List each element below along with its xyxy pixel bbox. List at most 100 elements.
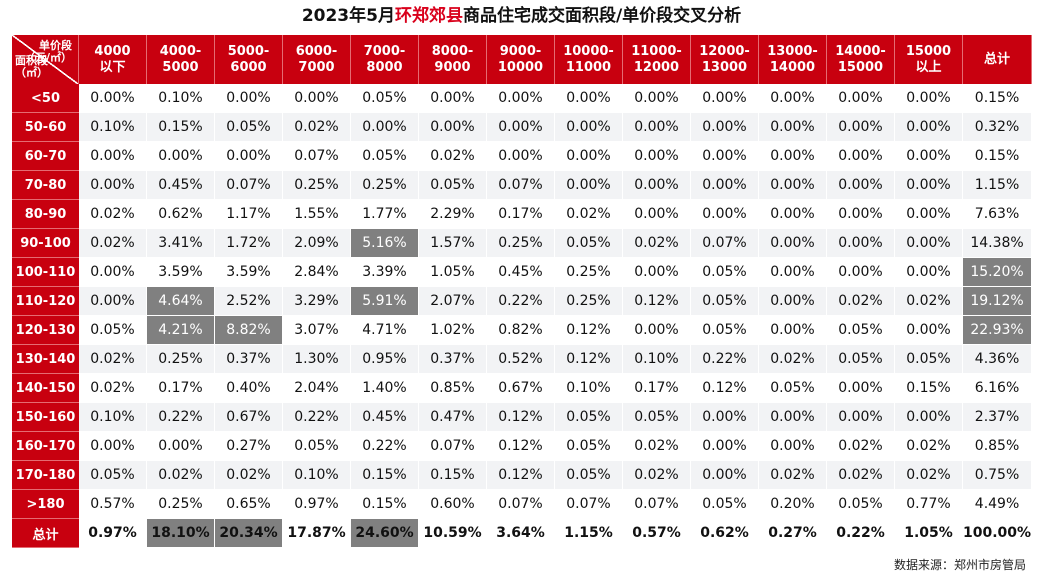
table-cell: 0.02% <box>623 229 691 258</box>
row-header: 70-80 <box>12 171 79 200</box>
table-cell: 0.07% <box>487 490 555 519</box>
table-cell: 0.00% <box>759 142 827 171</box>
table-row: 100-110 0.00% 3.59% 3.59% 2.84% 3.39% 1.05% 0.4… <box>12 258 1033 287</box>
table-cell: 0.05% <box>351 84 419 113</box>
table-cell: 0.00% <box>691 84 759 113</box>
table-cell: 0.47% <box>419 403 487 432</box>
table-cell: 0.00% <box>691 432 759 461</box>
table-cell: 0.00% <box>895 229 963 258</box>
table-cell: 0.57% <box>623 519 691 548</box>
table-cell: 0.00% <box>827 113 895 142</box>
table-cell: 0.05% <box>555 403 623 432</box>
table-cell: 0.00% <box>895 258 963 287</box>
table-cell: 0.00% <box>623 316 691 345</box>
row-header: 50-60 <box>12 113 79 142</box>
table-cell: 4.49% <box>963 490 1033 519</box>
table-cell: 0.00% <box>623 84 691 113</box>
corner-price-unit: （元/㎡） <box>23 51 72 64</box>
corner-area-unit: （㎡） <box>15 66 48 79</box>
table-cell: 3.39% <box>351 258 419 287</box>
table-row: 170-180 0.05% 0.02% 0.02% 0.10% 0.15% 0.15% 0.1… <box>12 461 1033 490</box>
table-row: 110-120 0.00% 4.64% 2.52% 3.29% 5.91% 2.07% 0.2… <box>12 287 1033 316</box>
table-cell: 0.02% <box>895 432 963 461</box>
table-cell: 0.00% <box>691 171 759 200</box>
table-cell: 0.40% <box>215 374 283 403</box>
table-row: 150-160 0.10% 0.22% 0.67% 0.22% 0.45% 0.47% 0.1… <box>12 403 1033 432</box>
table-cell: 0.05% <box>283 432 351 461</box>
column-header: 8000- 9000 <box>419 35 487 84</box>
table-cell: 3.29% <box>283 287 351 316</box>
column-header: 10000- 11000 <box>555 35 623 84</box>
table-cell: 0.05% <box>215 113 283 142</box>
page-title: 2023年5月环郑郊县商品住宅成交面积段/单价段交叉分析 <box>0 0 1043 33</box>
table-cell: 0.10% <box>555 374 623 403</box>
column-header-total: 总计 <box>963 35 1033 84</box>
table-row: >180 0.57% 0.25% 0.65% 0.97% 0.15% 0.60% 0.07% 0… <box>12 490 1033 519</box>
table-cell: 0.67% <box>215 403 283 432</box>
table-cell: 0.00% <box>759 403 827 432</box>
table-cell: 0.00% <box>79 432 147 461</box>
table-cell: 0.10% <box>79 113 147 142</box>
table-cell: 0.00% <box>691 403 759 432</box>
table-cell: 0.12% <box>623 287 691 316</box>
table-cell: 0.07% <box>691 229 759 258</box>
table-cell: 19.12% <box>963 287 1033 316</box>
table-cell: 0.37% <box>215 345 283 374</box>
column-header: 9000- 10000 <box>487 35 555 84</box>
row-header: 160-170 <box>12 432 79 461</box>
table-cell: 0.00% <box>827 258 895 287</box>
table-cell: 0.05% <box>623 403 691 432</box>
row-header: 60-70 <box>12 142 79 171</box>
table-cell: 0.00% <box>759 229 827 258</box>
table-cell: 0.02% <box>895 461 963 490</box>
table-cell: 5.91% <box>351 287 419 316</box>
table-cell: 0.00% <box>827 374 895 403</box>
table-cell: 0.12% <box>487 461 555 490</box>
table-cell: 20.34% <box>215 519 283 548</box>
table-cell: 0.00% <box>623 142 691 171</box>
table-cell: 0.12% <box>487 432 555 461</box>
table-cell: 0.05% <box>419 171 487 200</box>
table-cell: 0.25% <box>147 345 215 374</box>
table-row: 130-140 0.02% 0.25% 0.37% 1.30% 0.95% 0.37% 0.5… <box>12 345 1033 374</box>
table-cell: 0.05% <box>691 287 759 316</box>
title-highlight: 环郑郊县 <box>394 6 463 26</box>
table-cell: 0.57% <box>79 490 147 519</box>
table-cell: 0.00% <box>79 258 147 287</box>
header-row: 单价段 （元/㎡） 面积段 （㎡） 4000 以下 4000- 5000 5000-… <box>12 35 1033 84</box>
table-cell: 3.59% <box>215 258 283 287</box>
table-cell: 0.05% <box>555 229 623 258</box>
table-cell: 0.15% <box>419 461 487 490</box>
table-cell: 0.15% <box>963 142 1033 171</box>
table-cell: 0.00% <box>623 200 691 229</box>
table-cell: 0.07% <box>419 432 487 461</box>
table-cell: 0.05% <box>555 461 623 490</box>
table-cell: 5.16% <box>351 229 419 258</box>
column-header: 11000- 12000 <box>623 35 691 84</box>
table-cell: 0.27% <box>759 519 827 548</box>
table-cell: 0.05% <box>895 345 963 374</box>
table-cell: 0.00% <box>79 171 147 200</box>
table-cell: 0.02% <box>79 229 147 258</box>
table-cell: 0.00% <box>895 84 963 113</box>
table-cell: 0.00% <box>691 200 759 229</box>
table-cell: 0.07% <box>555 490 623 519</box>
table-cell: 0.45% <box>487 258 555 287</box>
table-cell: 0.12% <box>691 374 759 403</box>
table-cell: 0.25% <box>283 171 351 200</box>
table-row: 70-80 0.00% 0.45% 0.07% 0.25% 0.25% 0.05% 0.07%… <box>12 171 1033 200</box>
table-cell: 0.05% <box>555 432 623 461</box>
table-cell: 0.02% <box>827 461 895 490</box>
table-cell: 3.41% <box>147 229 215 258</box>
table-cell: 0.85% <box>963 432 1033 461</box>
row-header: 170-180 <box>12 461 79 490</box>
table-cell: 0.02% <box>827 432 895 461</box>
table-cell: 0.05% <box>827 490 895 519</box>
table-cell: 0.02% <box>827 287 895 316</box>
row-header: 110-120 <box>12 287 79 316</box>
table-cell: 0.00% <box>895 113 963 142</box>
table-cell: 0.77% <box>895 490 963 519</box>
table-cell: 0.85% <box>419 374 487 403</box>
table-cell: 22.93% <box>963 316 1033 345</box>
table-cell: 0.00% <box>283 84 351 113</box>
